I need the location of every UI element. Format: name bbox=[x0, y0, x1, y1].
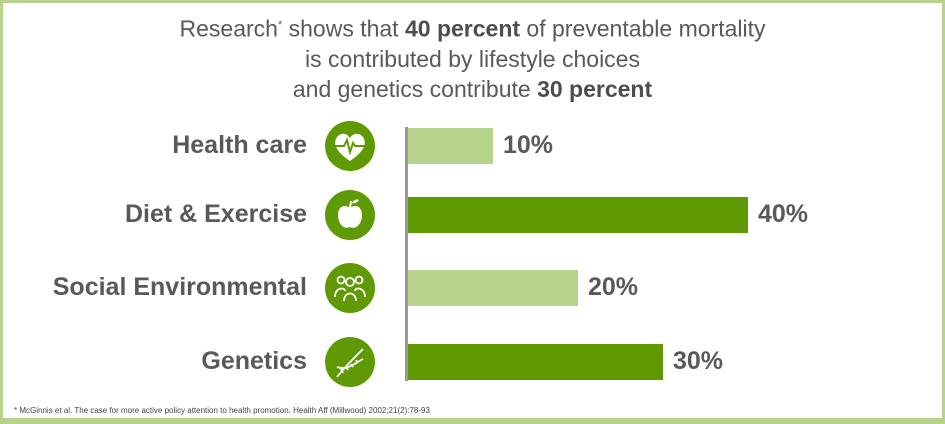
axis-line bbox=[405, 127, 408, 381]
heart-pulse-icon bbox=[325, 121, 375, 171]
bar bbox=[408, 197, 748, 233]
dna-icon bbox=[325, 337, 375, 387]
title-text: of preventable mortality bbox=[520, 15, 766, 42]
bar bbox=[408, 344, 663, 380]
value-label: 40% bbox=[758, 200, 809, 228]
value-label: 30% bbox=[673, 347, 724, 375]
title-text: shows that bbox=[282, 15, 405, 42]
footnote: * McGinnis et al. The case for more acti… bbox=[14, 406, 430, 415]
people-icon bbox=[325, 263, 375, 313]
value-label: 20% bbox=[588, 273, 639, 301]
title-text: Research bbox=[179, 15, 278, 42]
value-label: 10% bbox=[503, 131, 554, 159]
category-label: Diet & Exercise bbox=[124, 200, 307, 228]
category-label: Genetics bbox=[201, 347, 307, 375]
category-label: Health care bbox=[172, 131, 307, 159]
title-bold: 40 percent bbox=[404, 15, 521, 42]
category-label: Social Environmental bbox=[52, 273, 307, 301]
bar bbox=[408, 128, 493, 164]
title-bold: 30 percent bbox=[537, 75, 653, 102]
title-asterisk: * bbox=[277, 19, 283, 31]
bar bbox=[408, 270, 578, 306]
title-text: and genetics contribute bbox=[292, 75, 538, 102]
chart-title: Research* shows that 40 percent of preve… bbox=[0, 10, 945, 104]
apple-icon bbox=[325, 190, 375, 240]
title-line-2: is contributed by lifestyle choices bbox=[305, 45, 640, 72]
